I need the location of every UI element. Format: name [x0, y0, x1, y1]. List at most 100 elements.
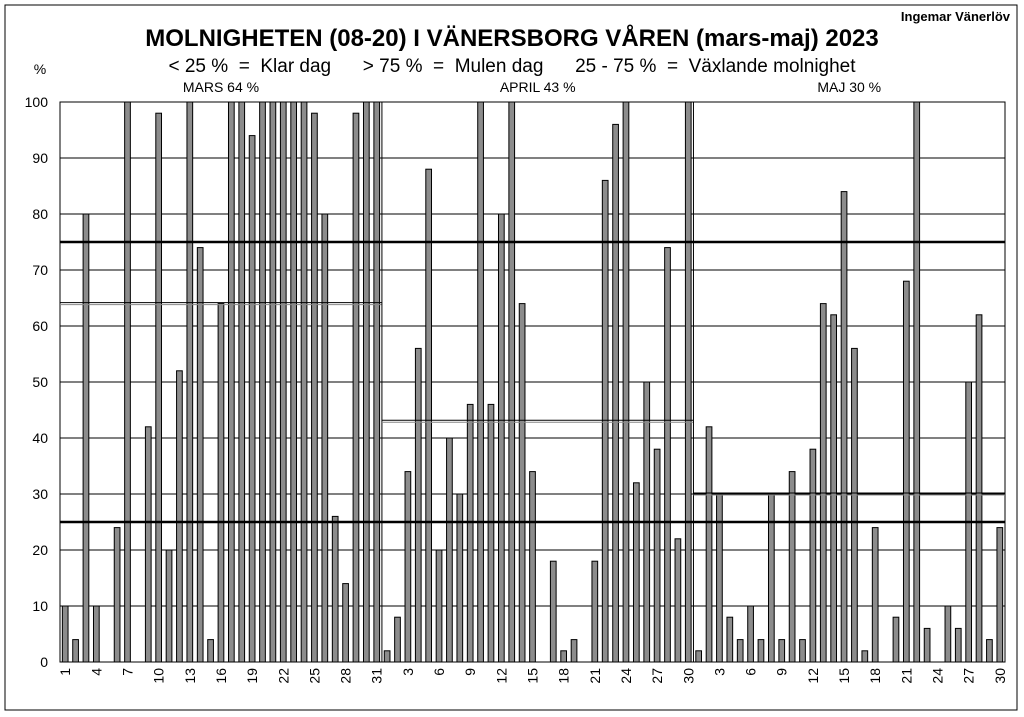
- bar: [601, 179, 609, 663]
- bar: [975, 314, 983, 663]
- x-tick-label: 21: [898, 668, 914, 684]
- bar: [124, 101, 131, 663]
- bar: [996, 527, 1004, 663]
- x-tick-label: 6: [431, 668, 447, 676]
- bar: [570, 639, 578, 663]
- bar: [736, 639, 744, 663]
- plot-area: 0 10 20 30 40 50 60 70 80 90 100 MARS 64 % 1 4 7 10 13 16…: [25, 79, 1008, 684]
- x-tick-label: 19: [244, 668, 260, 684]
- chart-subtitle: < 25 % = Klar dag > 75 % = Mulen dag 25 …: [168, 56, 856, 77]
- bar: [176, 370, 183, 663]
- x-tick-label: 3: [711, 668, 727, 676]
- bar: [944, 605, 952, 663]
- x-tick-label: 6: [743, 668, 759, 676]
- x-tick-label: 12: [493, 668, 509, 684]
- bar: [92, 605, 100, 663]
- bar: [986, 639, 993, 663]
- bar: [383, 650, 391, 663]
- bar: [362, 101, 370, 663]
- bar: [196, 247, 204, 663]
- x-tick-label: 27: [649, 668, 665, 684]
- y-tick-label: 30: [32, 486, 48, 502]
- bar: [747, 605, 754, 663]
- x-tick-label: 30: [680, 668, 696, 684]
- bar: [757, 639, 765, 663]
- month-label: APRIL 43 %: [500, 79, 576, 95]
- x-tick-label: 15: [836, 668, 852, 684]
- bar: [269, 101, 277, 663]
- x-tick-label: 1: [57, 668, 73, 676]
- x-tick-label: 18: [867, 668, 883, 684]
- bar: [799, 639, 806, 663]
- bar: [373, 101, 381, 663]
- y-tick-label: 70: [32, 262, 48, 278]
- bar: [840, 191, 848, 663]
- x-tick-label: 25: [306, 668, 322, 684]
- bar: [612, 123, 619, 663]
- x-tick-label: 30: [992, 668, 1008, 684]
- bar: [653, 448, 661, 663]
- x-tick-label: 7: [120, 668, 136, 676]
- bar: [508, 101, 516, 663]
- month-label: MARS 64 %: [183, 79, 259, 95]
- bar: [664, 247, 671, 663]
- bar: [954, 627, 962, 663]
- y-tick-label: 40: [32, 430, 48, 446]
- x-tick-label: 27: [961, 668, 977, 684]
- x-tick-label: 31: [369, 668, 385, 684]
- bar: [456, 493, 464, 663]
- bar: [716, 493, 723, 663]
- bar: [446, 437, 453, 663]
- y-tick-label: 0: [40, 654, 48, 670]
- bar: [144, 426, 152, 663]
- x-tick-label: 12: [805, 668, 821, 684]
- bar: [871, 527, 879, 663]
- bar: [311, 112, 318, 663]
- bar: [809, 448, 817, 663]
- y-tick-label: 90: [32, 150, 48, 166]
- x-tick-label: 24: [618, 668, 634, 684]
- bar: [155, 112, 163, 663]
- bar: [435, 549, 443, 663]
- y-tick-label: 100: [25, 94, 49, 110]
- bar: [726, 616, 734, 663]
- x-tick-label: 15: [525, 668, 541, 684]
- x-tick-label: 22: [275, 668, 291, 684]
- bar: [227, 101, 235, 663]
- bar: [394, 616, 401, 663]
- bar: [778, 639, 786, 663]
- bar: [113, 527, 121, 663]
- x-tick-label: 16: [213, 668, 229, 684]
- bar: [248, 135, 256, 663]
- x-tick-label: 24: [930, 668, 946, 684]
- y-tick-label: 50: [32, 374, 48, 390]
- bar: [487, 403, 495, 663]
- bar: [674, 538, 682, 663]
- bar: [923, 627, 931, 663]
- bar: [788, 471, 796, 663]
- bar: [290, 101, 298, 663]
- bar: [72, 639, 79, 663]
- y-tick-label: 20: [32, 542, 48, 558]
- bar: [684, 101, 692, 663]
- bar: [82, 213, 90, 663]
- bar: [705, 426, 713, 663]
- x-tick-label: 10: [151, 668, 167, 684]
- bar: [902, 280, 910, 663]
- x-tick-label: 21: [587, 668, 603, 684]
- bar: [529, 471, 536, 663]
- y-tick-label: 80: [32, 206, 48, 222]
- bar: [549, 560, 557, 663]
- bar: [497, 213, 505, 663]
- bar: [695, 650, 703, 663]
- bar: [342, 583, 349, 663]
- bar: [622, 101, 630, 663]
- bar: [632, 482, 640, 663]
- bar: [591, 560, 599, 663]
- bar: [165, 549, 173, 663]
- bar: [830, 314, 838, 663]
- bar: [861, 650, 869, 663]
- bar: [404, 471, 412, 663]
- bar: [321, 213, 329, 663]
